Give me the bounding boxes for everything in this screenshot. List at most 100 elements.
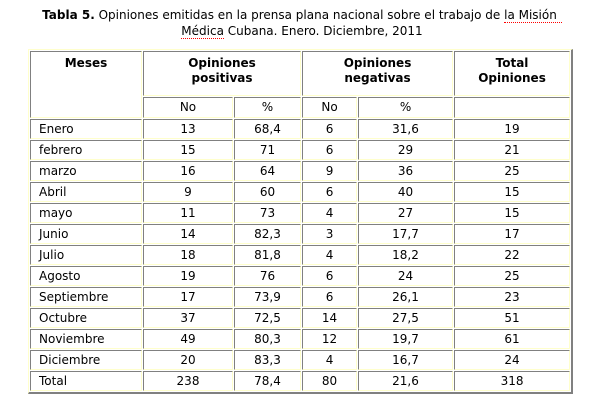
total-cell: 23 (454, 287, 571, 307)
negative-count-cell: 4 (302, 203, 358, 223)
caption-text-2: Cubana. Enero. Diciembre, 2011 (223, 24, 423, 38)
caption-line-1: Tabla 5. Opiniones emitidas en la prensa… (0, 7, 604, 23)
negative-percent-cell: 17,7 (358, 224, 454, 244)
positive-count-cell: 49 (143, 329, 233, 349)
table-row: Enero 13 68,4 6 31,6 19 (30, 119, 571, 139)
total-cell: 22 (454, 245, 571, 265)
table-row: Abril 9 60 6 40 15 (30, 182, 571, 202)
positive-count-cell: 9 (143, 182, 233, 202)
table-caption: Tabla 5. Opiniones emitidas en la prensa… (0, 7, 604, 39)
negative-percent-cell: 18,2 (358, 245, 454, 265)
table-row: Diciembre 20 83,3 4 16,7 24 (30, 350, 571, 370)
subheader-pct-positivas: % (234, 97, 302, 118)
caption-line-2: Médica Cubana. Enero. Diciembre, 2011 (0, 23, 604, 39)
positive-count-cell: 19 (143, 266, 233, 286)
negative-count-cell: 80 (302, 371, 358, 391)
negative-count-cell: 4 (302, 350, 358, 370)
header-meses: Meses (30, 51, 142, 118)
positive-count-cell: 14 (143, 224, 233, 244)
positive-count-cell: 20 (143, 350, 233, 370)
total-cell: 61 (454, 329, 571, 349)
total-cell: 25 (454, 161, 571, 181)
table-row: Junio 14 82,3 3 17,7 17 (30, 224, 571, 244)
subheader-no-negativas: No (302, 97, 358, 118)
total-cell: 21 (454, 140, 571, 160)
positive-count-cell: 15 (143, 140, 233, 160)
subheader-empty-cell (454, 97, 571, 118)
total-cell: 15 (454, 203, 571, 223)
positive-percent-cell: 72,5 (234, 308, 302, 328)
month-cell: Enero (30, 119, 142, 139)
total-cell: 24 (454, 350, 571, 370)
total-cell: 19 (454, 119, 571, 139)
subheader-pct-negativas: % (358, 97, 454, 118)
table-row: Julio 18 81,8 4 18,2 22 (30, 245, 571, 265)
misspelled-word-medica: Médica (181, 24, 224, 39)
positive-percent-cell: 76 (234, 266, 302, 286)
positive-percent-cell: 81,8 (234, 245, 302, 265)
positive-count-cell: 37 (143, 308, 233, 328)
positive-count-cell: 13 (143, 119, 233, 139)
positive-percent-cell: 82,3 (234, 224, 302, 244)
total-cell: 318 (454, 371, 571, 391)
header-opiniones-positivas: Opiniones positivas (143, 51, 302, 96)
table-header-body: Meses Opiniones positivas Opiniones nega… (30, 51, 571, 118)
month-cell: mayo (30, 203, 142, 223)
caption-text: Opiniones emitidas en la prensa plana na… (94, 8, 505, 22)
table-row: Total 238 78,4 80 21,6 318 (30, 371, 571, 391)
table-row: marzo 16 64 9 36 25 (30, 161, 571, 181)
subheader-no-positivas: No (143, 97, 233, 118)
subheader-row: No % No % (30, 97, 571, 118)
table-row: mayo 11 73 4 27 15 (30, 203, 571, 223)
positive-count-cell: 18 (143, 245, 233, 265)
positive-count-cell: 17 (143, 287, 233, 307)
total-cell: 25 (454, 266, 571, 286)
negative-percent-cell: 27,5 (358, 308, 454, 328)
total-cell: 17 (454, 224, 571, 244)
negative-percent-cell: 29 (358, 140, 454, 160)
negative-count-cell: 6 (302, 287, 358, 307)
positive-percent-cell: 60 (234, 182, 302, 202)
negative-count-cell: 3 (302, 224, 358, 244)
positive-percent-cell: 73,9 (234, 287, 302, 307)
total-cell: 51 (454, 308, 571, 328)
negative-percent-cell: 19,7 (358, 329, 454, 349)
month-cell: Agosto (30, 266, 142, 286)
positive-percent-cell: 71 (234, 140, 302, 160)
positive-count-cell: 16 (143, 161, 233, 181)
positive-percent-cell: 83,3 (234, 350, 302, 370)
negative-percent-cell: 16,7 (358, 350, 454, 370)
month-cell: Diciembre (30, 350, 142, 370)
month-cell: Abril (30, 182, 142, 202)
negative-percent-cell: 40 (358, 182, 454, 202)
positive-percent-cell: 64 (234, 161, 302, 181)
header-total-opiniones: Total Opiniones (454, 51, 571, 96)
month-cell: Septiembre (30, 287, 142, 307)
month-cell: Junio (30, 224, 142, 244)
month-cell: Noviembre (30, 329, 142, 349)
negative-count-cell: 12 (302, 329, 358, 349)
positive-count-cell: 238 (143, 371, 233, 391)
negative-count-cell: 6 (302, 182, 358, 202)
negative-count-cell: 6 (302, 119, 358, 139)
negative-percent-cell: 21,6 (358, 371, 454, 391)
header-opiniones-negativas: Opiniones negativas (302, 51, 454, 96)
month-cell: febrero (30, 140, 142, 160)
table-row: Agosto 19 76 6 24 25 (30, 266, 571, 286)
positive-percent-cell: 73 (234, 203, 302, 223)
opinions-table: Meses Opiniones positivas Opiniones nega… (28, 49, 574, 394)
positive-percent-cell: 78,4 (234, 371, 302, 391)
negative-count-cell: 6 (302, 266, 358, 286)
month-cell: Octubre (30, 308, 142, 328)
table-row: Septiembre 17 73,9 6 26,1 23 (30, 287, 571, 307)
negative-count-cell: 4 (302, 245, 358, 265)
table-row: febrero 15 71 6 29 21 (30, 140, 571, 160)
table-row: Noviembre 49 80,3 12 19,7 61 (30, 329, 571, 349)
positive-percent-cell: 80,3 (234, 329, 302, 349)
total-cell: 15 (454, 182, 571, 202)
negative-percent-cell: 27 (358, 203, 454, 223)
positive-count-cell: 11 (143, 203, 233, 223)
negative-count-cell: 9 (302, 161, 358, 181)
negative-percent-cell: 31,6 (358, 119, 454, 139)
